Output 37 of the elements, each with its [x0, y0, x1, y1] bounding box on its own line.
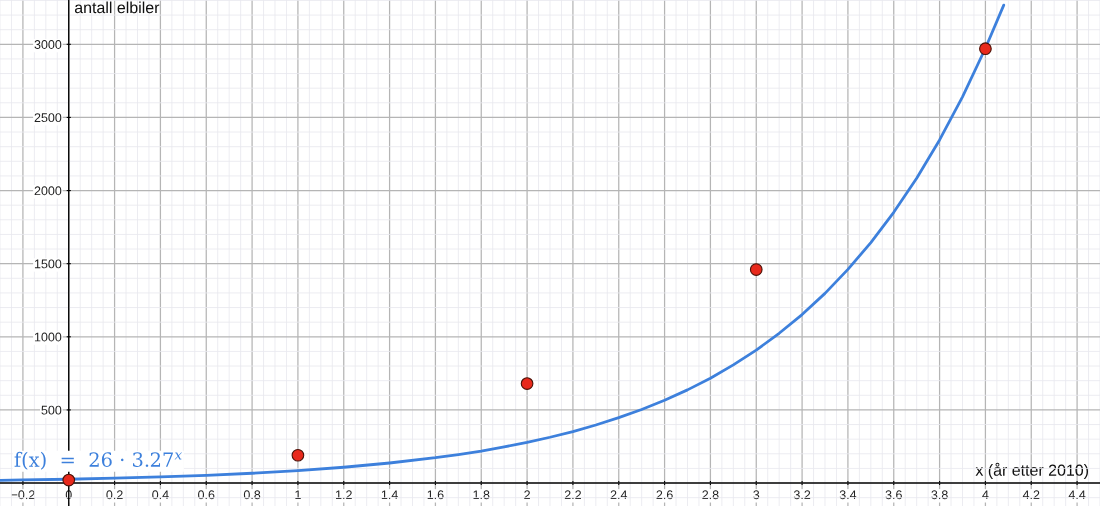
point	[979, 42, 992, 56]
point	[520, 377, 534, 390]
x-tick-label: 4.4	[1068, 490, 1086, 500]
x-tick-label: 3.2	[793, 490, 811, 500]
x-tick-label: 0.2	[106, 490, 123, 500]
x-axis-title: x (år etter 2010)	[975, 462, 1089, 479]
x-tick-label: 2	[524, 490, 530, 500]
x-tick-label: 4.2	[1022, 490, 1040, 500]
x-tick-label: 1.6	[427, 490, 444, 500]
series-label: f(x) = 26 · 3.27$^{x}$	[14, 451, 182, 470]
x-tick-label: 1.8	[473, 490, 490, 500]
x-tick-label: 1.2	[336, 490, 352, 500]
y-tick-label: 2500	[34, 113, 62, 123]
y-axis-title: antall elbiler	[74, 1, 160, 14]
x-tick-label: 3.4	[839, 490, 857, 500]
x-tick-label: 2.8	[702, 490, 719, 500]
y-tick-label: 2000	[34, 186, 62, 196]
y-tick-label: 1500	[34, 259, 62, 269]
x-tick-label: 1.4	[381, 490, 398, 500]
x-tick-label: 0.6	[198, 490, 215, 500]
x-tick-label: 3	[753, 490, 760, 500]
x-tick-label: 2.2	[564, 490, 581, 500]
point	[62, 473, 76, 487]
x-tick-label: 1	[295, 490, 301, 500]
x-tick-label: 2.4	[610, 490, 628, 500]
y-tick-label: 3000	[34, 40, 62, 49]
y-tick-label: 500	[41, 405, 62, 415]
x-tick-label: 3.8	[931, 490, 948, 500]
y-tick-label: 1000	[34, 332, 62, 342]
point	[291, 448, 305, 462]
x-tick-label: 0.4	[152, 490, 169, 500]
x-tick-label: 3.6	[885, 490, 902, 500]
x-tick-label: 4	[982, 490, 989, 500]
point	[749, 263, 763, 276]
x-tick-label: 0.8	[243, 490, 261, 500]
x-tick-label: −0.2	[11, 490, 35, 500]
x-tick-label: 2.6	[656, 490, 673, 500]
